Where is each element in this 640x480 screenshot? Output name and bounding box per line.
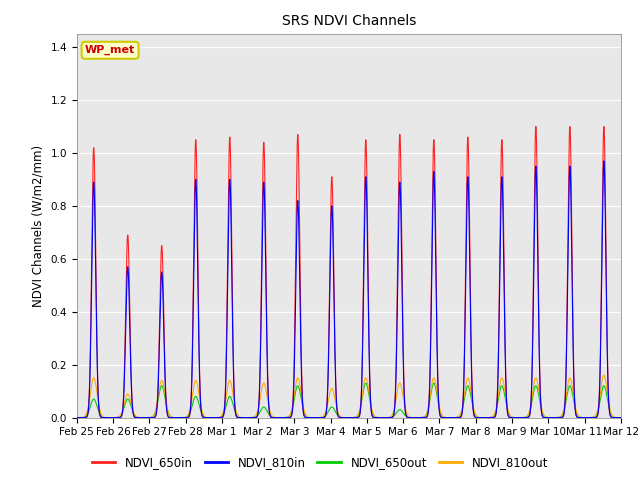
Text: WP_met: WP_met bbox=[85, 45, 135, 55]
Title: SRS NDVI Channels: SRS NDVI Channels bbox=[282, 14, 416, 28]
Y-axis label: NDVI Channels (W/m2/mm): NDVI Channels (W/m2/mm) bbox=[32, 144, 45, 307]
Legend: NDVI_650in, NDVI_810in, NDVI_650out, NDVI_810out: NDVI_650in, NDVI_810in, NDVI_650out, NDV… bbox=[87, 452, 553, 474]
